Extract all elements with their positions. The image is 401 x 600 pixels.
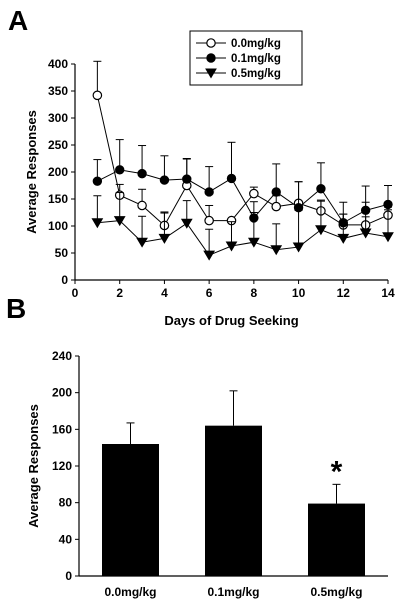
series-3-point bbox=[337, 233, 350, 244]
series-2-point bbox=[159, 175, 170, 185]
series-1-point bbox=[204, 215, 214, 226]
line-chart-panel: 0 2 4 6 8 10 12 14 0 50 100 150 200 250 300 350 400 Days … bbox=[24, 30, 395, 328]
legend-label: 0.5mg/kg bbox=[231, 68, 281, 80]
x-tick-label: 4 bbox=[161, 286, 168, 300]
y-tick-label: 160 bbox=[52, 422, 72, 436]
x-tick-label: 2 bbox=[116, 286, 123, 300]
series-1-point bbox=[271, 201, 282, 212]
x-category-label: 0.5mg/kg bbox=[310, 585, 362, 599]
bar-chart-panel: 0 40 80 120 160 200 240 Average Responses 0.0mg/… bbox=[26, 349, 388, 599]
series-2-point bbox=[204, 187, 214, 197]
y-tick-label: 240 bbox=[52, 349, 72, 363]
y-tick-label: 80 bbox=[59, 496, 73, 510]
legend-marker bbox=[205, 68, 217, 79]
x-category-label: 0.1mg/kg bbox=[207, 585, 259, 599]
series-3-point bbox=[292, 242, 305, 253]
series-2-point bbox=[92, 176, 103, 186]
legend-marker bbox=[206, 53, 216, 63]
significance-asterisk: * bbox=[331, 455, 343, 488]
x-tick-label: 12 bbox=[337, 286, 351, 300]
x-tick-label: 0 bbox=[72, 286, 79, 300]
series-2-point bbox=[316, 184, 326, 194]
series-3-point bbox=[225, 241, 238, 252]
series-3-point bbox=[247, 237, 260, 248]
y-tick-label: 100 bbox=[48, 219, 68, 233]
y-tick-label: 250 bbox=[48, 138, 68, 152]
series-2-point bbox=[383, 199, 393, 210]
series-3-group bbox=[91, 192, 394, 261]
y-tick-label: 120 bbox=[52, 459, 72, 473]
series-3-point bbox=[158, 233, 171, 244]
y-tick-label: 0 bbox=[65, 569, 72, 583]
y-axis-title: Average Responses bbox=[24, 110, 39, 234]
series-3-point bbox=[180, 218, 193, 229]
series-2-point bbox=[115, 165, 125, 175]
series-1-point bbox=[137, 200, 147, 211]
y-tick-label: 400 bbox=[48, 57, 68, 71]
x-tick-label: 6 bbox=[206, 286, 213, 300]
series-3-point bbox=[136, 237, 148, 248]
series-3-point bbox=[91, 218, 104, 229]
series-3-point bbox=[113, 216, 126, 227]
y-tick-label: 200 bbox=[52, 386, 72, 400]
panel-b-label: B bbox=[6, 293, 26, 324]
x-axis-title: Days of Drug Seeking bbox=[164, 313, 298, 328]
x-tick-label: 14 bbox=[381, 286, 395, 300]
series-2-point bbox=[182, 174, 192, 184]
y-tick-label: 350 bbox=[48, 84, 68, 98]
legend: 0.0mg/kg 0.1mg/kg 0.5mg/kg bbox=[189, 30, 303, 86]
series-1-point bbox=[249, 188, 259, 199]
y-tick-label: 50 bbox=[55, 246, 69, 260]
x-tick-label: 8 bbox=[251, 286, 258, 300]
series-3-point bbox=[203, 250, 216, 261]
series-1-group bbox=[92, 60, 393, 231]
series-2-point bbox=[226, 173, 237, 184]
x-tick-label: 10 bbox=[292, 286, 306, 300]
series-3-point bbox=[382, 232, 394, 243]
bar bbox=[205, 425, 262, 576]
x-category-label: 0.0mg/kg bbox=[104, 585, 156, 599]
series-1-point bbox=[92, 90, 103, 101]
y-tick-label: 300 bbox=[48, 111, 68, 125]
series-3-point bbox=[359, 228, 372, 239]
series-2-group bbox=[92, 139, 393, 228]
legend-label: 0.1mg/kg bbox=[231, 53, 281, 65]
series-2-point bbox=[271, 187, 281, 197]
panel-a-label: A bbox=[8, 5, 28, 36]
y-tick-label: 0 bbox=[61, 273, 68, 287]
bar bbox=[308, 503, 365, 576]
bar bbox=[102, 444, 159, 576]
y-tick-label: 200 bbox=[48, 165, 68, 179]
y-axis-title: Average Responses bbox=[26, 404, 41, 528]
legend-marker bbox=[206, 38, 216, 48]
series-3-point bbox=[315, 225, 327, 236]
y-tick-label: 40 bbox=[59, 532, 73, 546]
series-2-point bbox=[137, 168, 147, 179]
series-3-point bbox=[270, 245, 283, 256]
legend-label: 0.0mg/kg bbox=[231, 38, 281, 50]
y-tick-label: 150 bbox=[48, 192, 68, 206]
